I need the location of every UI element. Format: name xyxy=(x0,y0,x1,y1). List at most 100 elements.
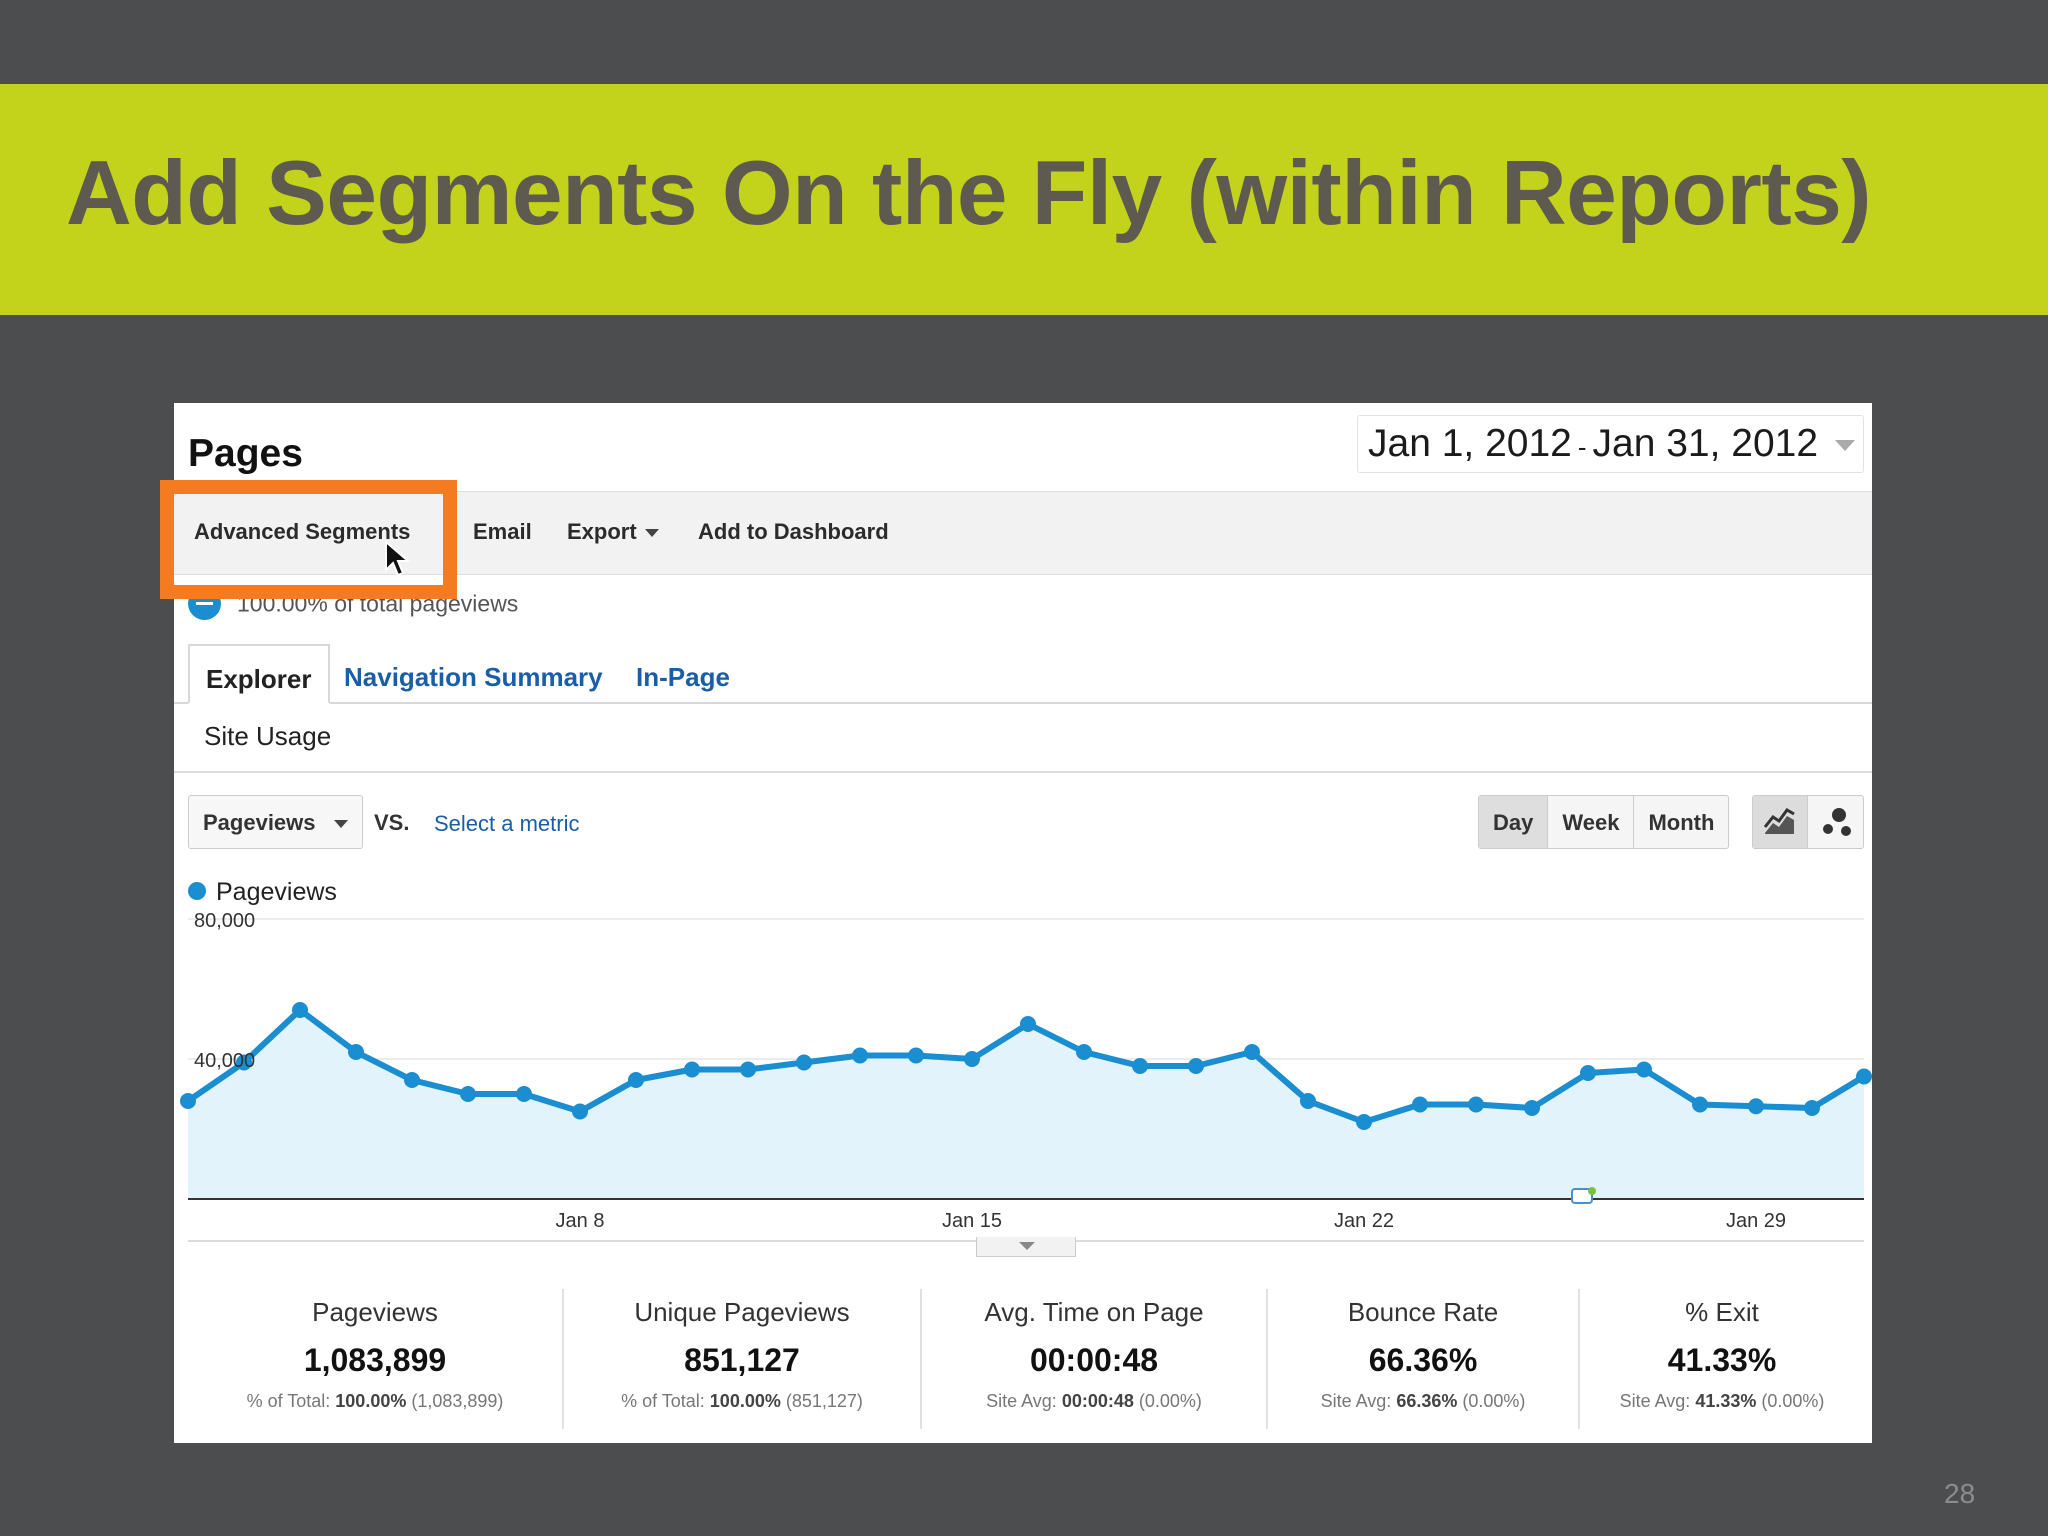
data-point xyxy=(1300,1093,1316,1109)
divider xyxy=(174,771,1872,773)
series-area xyxy=(188,1010,1864,1199)
stat-sub-suffix: (1,083,899) xyxy=(406,1391,504,1411)
stat-sub: Site Avg: 66.36% (0.00%) xyxy=(1268,1391,1578,1412)
stat-sub: % of Total: 100.00% (1,083,899) xyxy=(188,1391,562,1412)
vs-label: VS. xyxy=(374,810,410,835)
stat-sub-value: 100.00% xyxy=(335,1391,407,1411)
data-point xyxy=(1132,1058,1148,1074)
bubble-chart-icon[interactable] xyxy=(1808,796,1863,848)
advanced-segments-button[interactable]: Advanced Segments xyxy=(194,519,411,544)
stat-sub-value: 41.33% xyxy=(1695,1391,1757,1411)
annotation-icon[interactable] xyxy=(1571,1187,1596,1204)
data-point xyxy=(796,1054,812,1071)
tab-in-page[interactable]: In-Page xyxy=(636,662,730,692)
x-tick-label: Jan 15 xyxy=(942,1210,1002,1232)
report-toolbar: Advanced Segments Email Export Add to Da… xyxy=(174,491,1872,575)
legend-marker xyxy=(188,882,206,901)
stat-card: % Exit 41.33% Site Avg: 41.33% (0.00%) xyxy=(1578,1289,1864,1429)
data-point xyxy=(740,1061,756,1078)
data-point xyxy=(1524,1100,1540,1116)
stat-sub-prefix: Site Avg: xyxy=(986,1391,1062,1411)
chart-legend: Pageviews xyxy=(188,878,337,907)
stat-sub-suffix: (0.00%) xyxy=(1133,1391,1202,1411)
date-separator: - xyxy=(1577,432,1587,462)
highlight-box xyxy=(160,480,457,599)
data-point xyxy=(1412,1096,1428,1113)
stat-card: Unique Pageviews 851,127 % of Total: 100.0… xyxy=(562,1289,920,1429)
stat-value: 00:00:48 xyxy=(1029,1342,1159,1378)
stat-sub-value: 66.36% xyxy=(1396,1391,1458,1411)
data-point xyxy=(852,1047,868,1064)
stat-card: Bounce Rate 66.36% Site Avg: 66.36% (0.00%… xyxy=(1266,1289,1578,1429)
legend-label: Pageviews xyxy=(216,878,337,906)
period-day-button[interactable]: Day xyxy=(1479,796,1549,848)
mouse-cursor-icon xyxy=(385,540,411,577)
stat-sub-suffix: (0.00%) xyxy=(1457,1391,1526,1411)
stat-value: 66.36% xyxy=(1368,1342,1478,1378)
stat-sub-prefix: Site Avg: xyxy=(1320,1391,1397,1411)
stat-sub-value: 100.00% xyxy=(709,1391,781,1411)
stat-sub-prefix: Site Avg: xyxy=(1619,1391,1696,1411)
export-button[interactable]: Export xyxy=(567,519,659,545)
stat-sub-suffix: (851,127) xyxy=(780,1391,863,1411)
chevron-down-icon xyxy=(644,529,659,538)
slide-title-banner: Add Segments On the Fly (within Reports) xyxy=(0,84,2048,315)
data-point xyxy=(516,1086,532,1102)
data-point xyxy=(1468,1096,1484,1113)
period-selector: Day Week Month xyxy=(1478,795,1730,849)
data-point xyxy=(236,1054,252,1071)
x-tick-label: Jan 22 xyxy=(1334,1210,1394,1232)
stat-sub-prefix: % of Total: xyxy=(621,1391,710,1411)
stat-value: 1,083,899 xyxy=(303,1342,447,1378)
add-to-dashboard-button[interactable]: Add to Dashboard xyxy=(698,519,889,544)
slide-title: Add Segments On the Fly (within Reports) xyxy=(66,143,1872,244)
chevron-down-icon[interactable] xyxy=(1835,440,1855,451)
stat-sub-prefix: % of Total: xyxy=(246,1391,336,1411)
stat-sub-value: 00:00:48 xyxy=(1061,1391,1134,1411)
date-range-picker[interactable]: Jan 1, 2012- Jan 31, 2012 xyxy=(1357,415,1864,473)
stat-sub-suffix: (0.00%) xyxy=(1756,1391,1825,1411)
stat-label: % Exit xyxy=(1685,1297,1759,1327)
period-month-button[interactable]: Month xyxy=(1648,810,1715,835)
stat-label: Unique Pageviews xyxy=(634,1297,850,1327)
email-button[interactable]: Email xyxy=(473,519,532,544)
line-chart-icon[interactable] xyxy=(1753,796,1809,848)
data-point xyxy=(460,1086,476,1102)
scorecard: Pageviews 1,083,899 % of Total: 100.00% (1… xyxy=(188,1289,1864,1429)
stat-label: Pageviews xyxy=(312,1297,438,1327)
tab-navigation-summary[interactable]: Navigation Summary xyxy=(344,662,603,692)
stat-sub: Site Avg: 41.33% (0.00%) xyxy=(1580,1391,1864,1412)
metric-dropdown[interactable]: Pageviews xyxy=(188,795,363,849)
stat-label: Bounce Rate xyxy=(1347,1297,1499,1327)
stat-value: 851,127 xyxy=(684,1342,800,1378)
data-point xyxy=(964,1051,980,1067)
subtab-site-usage[interactable]: Site Usage xyxy=(204,721,332,751)
metric-dropdown-value: Pageviews xyxy=(203,810,316,835)
data-point xyxy=(572,1103,588,1120)
data-point xyxy=(404,1072,420,1088)
x-tick-label: Jan 29 xyxy=(1726,1210,1786,1232)
data-point xyxy=(1020,1016,1036,1032)
data-point xyxy=(684,1061,700,1078)
data-point xyxy=(628,1072,644,1088)
chart-type-selector xyxy=(1752,795,1864,849)
chart-collapse-handle[interactable] xyxy=(976,1237,1076,1257)
select-metric-link[interactable]: Select a metric xyxy=(434,811,580,836)
report-tabs: Explorer Navigation Summary In-Page xyxy=(174,644,1872,704)
stat-sub: % of Total: 100.00% (851,127) xyxy=(564,1391,920,1412)
period-week-button[interactable]: Week xyxy=(1548,796,1635,848)
x-tick-label: Jan 8 xyxy=(556,1210,605,1232)
stat-card: Pageviews 1,083,899 % of Total: 100.00% (1… xyxy=(188,1289,562,1429)
tab-explorer[interactable]: Explorer xyxy=(188,644,330,704)
data-point xyxy=(1244,1044,1260,1060)
data-point xyxy=(1804,1100,1820,1116)
export-label: Export xyxy=(567,519,637,544)
data-point xyxy=(1188,1058,1204,1074)
data-point xyxy=(1636,1061,1652,1078)
data-point xyxy=(1076,1044,1092,1060)
y-tick-label: 40,000 xyxy=(194,1050,255,1072)
date-end: Jan 31, 2012 xyxy=(1592,422,1819,465)
data-point xyxy=(180,1093,196,1109)
data-point xyxy=(908,1047,924,1064)
data-point xyxy=(1856,1068,1872,1085)
